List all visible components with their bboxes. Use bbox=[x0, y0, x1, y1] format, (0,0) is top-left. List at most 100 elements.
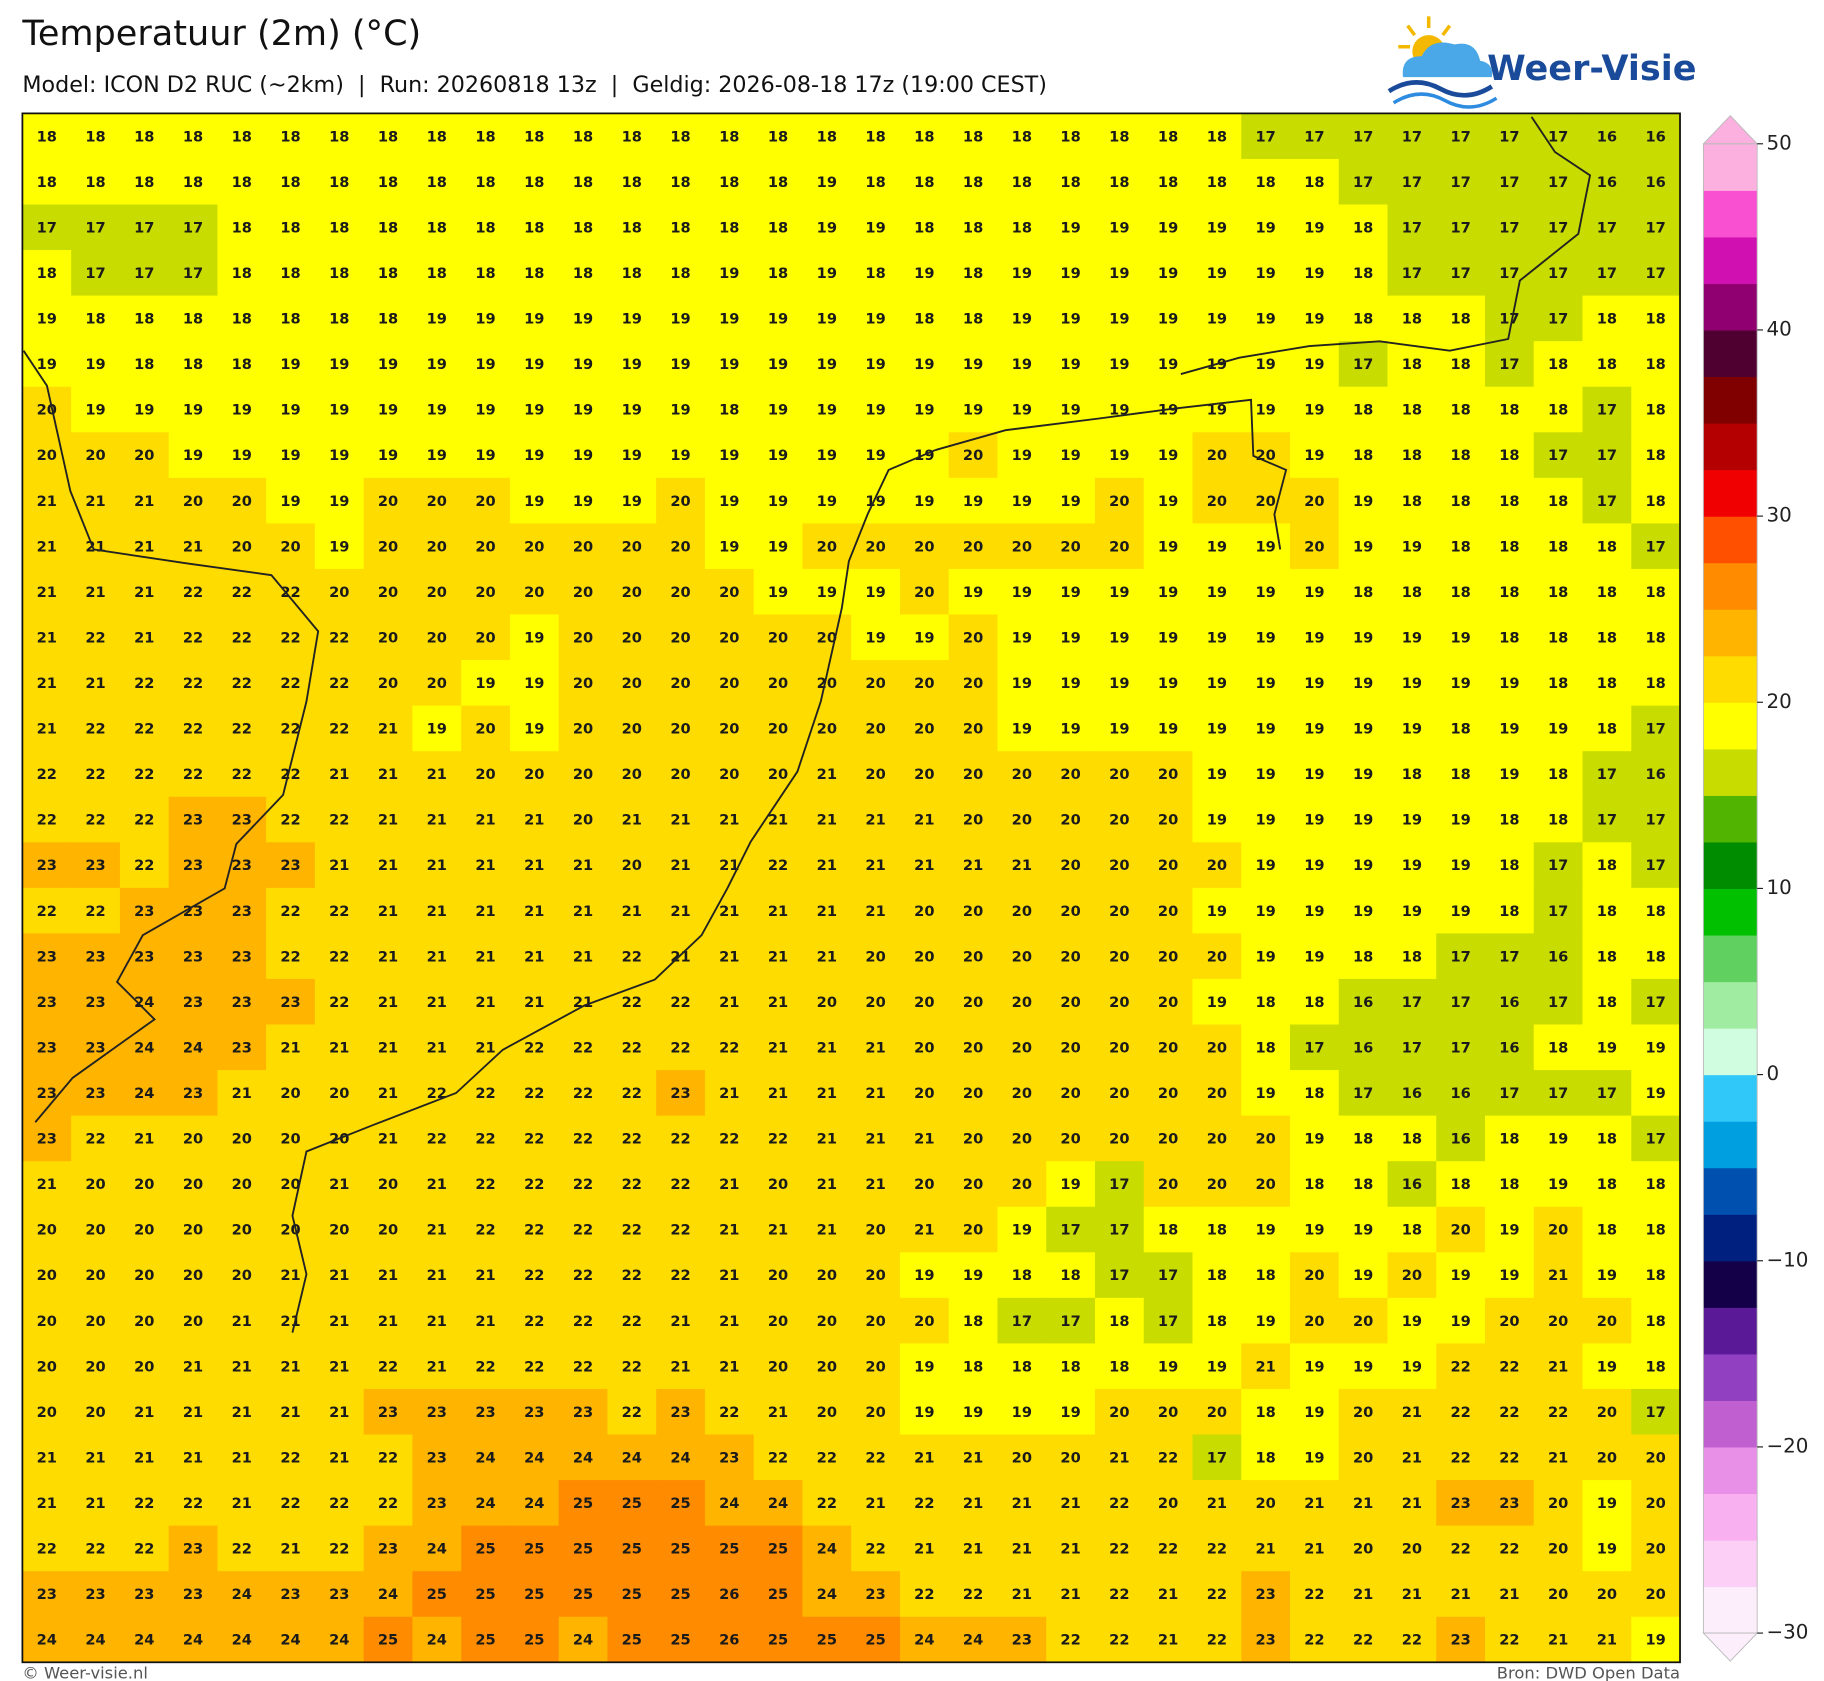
temperature-label: 21 bbox=[670, 1358, 690, 1375]
temperature-cell bbox=[266, 1297, 316, 1345]
temperature-cell bbox=[412, 796, 462, 843]
temperature-cell bbox=[1436, 432, 1486, 479]
temperature-cell bbox=[851, 523, 901, 570]
temperature-label: 23 bbox=[232, 1039, 252, 1056]
temperature-label: 19 bbox=[1597, 1267, 1617, 1284]
temperature-cell bbox=[899, 477, 950, 525]
temperature-label: 19 bbox=[914, 1267, 934, 1284]
temperature-cell bbox=[948, 1525, 999, 1572]
temperature-cell bbox=[1289, 295, 1340, 342]
temperature-label: 20 bbox=[280, 1085, 300, 1102]
temperature-cell bbox=[266, 751, 316, 798]
temperature-cell bbox=[22, 933, 72, 980]
temperature-label: 19 bbox=[1304, 1222, 1324, 1239]
temperature-cell bbox=[1241, 250, 1291, 297]
temperature-label: 17 bbox=[1597, 766, 1617, 783]
temperature-cell bbox=[509, 933, 560, 980]
temperature-label: 18 bbox=[1499, 584, 1519, 601]
temperature-label: 20 bbox=[183, 1222, 203, 1239]
temperature-cell bbox=[266, 614, 316, 661]
temperature-cell bbox=[412, 1525, 462, 1572]
temperature-cell bbox=[1289, 933, 1340, 980]
temperature-label: 21 bbox=[85, 584, 105, 601]
temperature-label: 22 bbox=[134, 1541, 154, 1558]
temperature-label: 21 bbox=[134, 1404, 154, 1421]
temperature-cell bbox=[558, 978, 609, 1026]
temperature-label: 21 bbox=[280, 1404, 300, 1421]
colorbar-segment bbox=[1703, 1493, 1758, 1541]
temperature-label: 18 bbox=[963, 174, 983, 191]
temperature-cell bbox=[22, 1206, 72, 1253]
temperature-label: 18 bbox=[1402, 948, 1422, 965]
temperature-label: 16 bbox=[1499, 994, 1519, 1011]
temperature-cell bbox=[217, 705, 267, 752]
temperature-label: 18 bbox=[134, 311, 154, 328]
temperature-cell bbox=[1289, 477, 1340, 525]
temperature-cell bbox=[558, 1070, 609, 1117]
temperature-label: 20 bbox=[1060, 1085, 1080, 1102]
temperature-cell bbox=[948, 705, 999, 752]
temperature-label: 18 bbox=[963, 311, 983, 328]
temperature-cell bbox=[1192, 1434, 1242, 1481]
temperature-cell bbox=[266, 1161, 316, 1208]
temperature-label: 19 bbox=[1012, 493, 1032, 510]
temperature-cell bbox=[71, 1161, 121, 1208]
temperature-label: 17 bbox=[1597, 402, 1617, 419]
temperature-label: 22 bbox=[1060, 1632, 1080, 1649]
temperature-cell bbox=[1094, 614, 1145, 661]
temperature-label: 19 bbox=[1304, 948, 1324, 965]
temperature-label: 20 bbox=[622, 538, 642, 555]
temperature-cell bbox=[558, 1252, 609, 1299]
temperature-cell bbox=[217, 204, 267, 251]
temperature-cell bbox=[1046, 978, 1096, 1026]
temperature-label: 23 bbox=[37, 857, 57, 874]
temperature-cell bbox=[217, 386, 267, 433]
temperature-cell bbox=[656, 796, 706, 843]
temperature-cell bbox=[1241, 933, 1291, 980]
temperature-label: 22 bbox=[1499, 1404, 1519, 1421]
temperature-cell bbox=[851, 1206, 901, 1253]
temperature-cell bbox=[461, 1024, 511, 1071]
temperature-cell bbox=[363, 158, 414, 206]
temperature-cell bbox=[1631, 1070, 1681, 1117]
temperature-cell bbox=[1582, 1206, 1632, 1253]
temperature-cell bbox=[1241, 1070, 1291, 1117]
temperature-label: 19 bbox=[963, 493, 983, 510]
temperature-label: 18 bbox=[37, 128, 57, 145]
temperature-label: 21 bbox=[670, 1313, 690, 1330]
temperature-label: 22 bbox=[1450, 1541, 1470, 1558]
temperature-cell bbox=[899, 1206, 950, 1253]
temperature-cell bbox=[1631, 523, 1681, 570]
temperature-cell bbox=[217, 887, 267, 935]
temperature-cell bbox=[607, 1616, 657, 1663]
temperature-cell bbox=[119, 568, 170, 616]
temperature-label: 18 bbox=[1645, 1176, 1665, 1193]
temperature-label: 18 bbox=[1645, 903, 1665, 920]
temperature-cell bbox=[997, 1434, 1047, 1481]
temperature-cell bbox=[802, 1297, 852, 1345]
temperature-cell bbox=[607, 1571, 657, 1618]
temperature-cell bbox=[363, 887, 414, 935]
temperature-label: 20 bbox=[1548, 1313, 1568, 1330]
colorbar-extend-top bbox=[1702, 115, 1759, 145]
temperature-label: 21 bbox=[865, 1495, 885, 1512]
temperature-label: 21 bbox=[329, 1039, 349, 1056]
temperature-label: 19 bbox=[329, 402, 349, 419]
temperature-label: 19 bbox=[1012, 311, 1032, 328]
temperature-label: 18 bbox=[1499, 1176, 1519, 1193]
temperature-cell bbox=[1143, 887, 1194, 935]
temperature-cell bbox=[71, 660, 121, 707]
temperature-cell bbox=[71, 1571, 121, 1618]
temperature-label: 20 bbox=[670, 675, 690, 692]
temperature-cell bbox=[509, 158, 560, 206]
temperature-cell bbox=[119, 250, 170, 297]
temperature-label: 19 bbox=[865, 629, 885, 646]
temperature-cell bbox=[1192, 1115, 1242, 1162]
temperature-cell bbox=[461, 477, 511, 525]
temperature-cell bbox=[802, 660, 852, 707]
temperature-cell bbox=[1582, 386, 1632, 433]
temperature-cell bbox=[1094, 660, 1145, 707]
temperature-label: 18 bbox=[1060, 174, 1080, 191]
temperature-label: 21 bbox=[134, 629, 154, 646]
temperature-cell bbox=[802, 432, 852, 479]
